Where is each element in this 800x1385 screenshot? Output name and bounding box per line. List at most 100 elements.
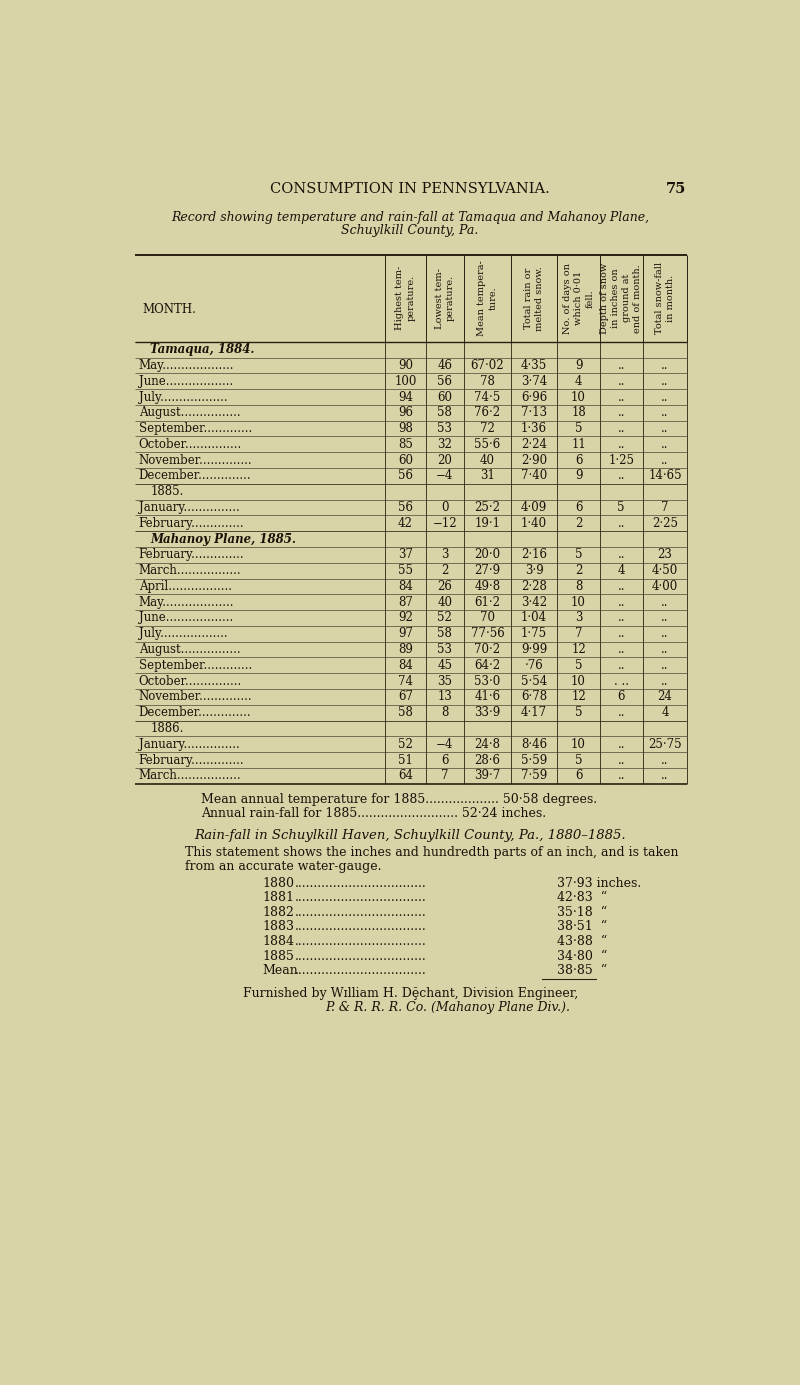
Text: ..................................: .................................. bbox=[295, 921, 427, 933]
Text: 70: 70 bbox=[480, 612, 495, 625]
Text: ..: .. bbox=[618, 706, 625, 719]
Text: 42: 42 bbox=[398, 517, 413, 530]
Text: ..: .. bbox=[618, 406, 625, 420]
Text: 20·0: 20·0 bbox=[474, 548, 501, 561]
Text: 6·78: 6·78 bbox=[521, 691, 547, 704]
Text: Annual rain-fall for 1885.......................... 52·24 inches.: Annual rain-fall for 1885...............… bbox=[201, 807, 546, 820]
Text: Schuylkill County, Pa.: Schuylkill County, Pa. bbox=[342, 223, 478, 237]
Text: 4·09: 4·09 bbox=[521, 501, 547, 514]
Text: 27·9: 27·9 bbox=[474, 564, 501, 578]
Text: 60: 60 bbox=[398, 454, 413, 467]
Text: 53: 53 bbox=[438, 422, 452, 435]
Text: Furnished by Wɪlliam H. Dḝchant, Division Engineer,: Furnished by Wɪlliam H. Dḝchant, Divisio… bbox=[243, 986, 578, 1000]
Text: 25·2: 25·2 bbox=[474, 501, 501, 514]
Text: 31: 31 bbox=[480, 470, 495, 482]
Text: 2·25: 2·25 bbox=[652, 517, 678, 530]
Text: 1883: 1883 bbox=[262, 921, 294, 933]
Text: 18: 18 bbox=[571, 406, 586, 420]
Text: December..............: December.............. bbox=[138, 706, 251, 719]
Text: ·76: ·76 bbox=[525, 659, 543, 672]
Text: June..................: June.................. bbox=[138, 375, 233, 388]
Text: 61·2: 61·2 bbox=[474, 596, 501, 609]
Text: January...............: January............... bbox=[138, 738, 239, 751]
Text: ..: .. bbox=[662, 375, 669, 388]
Text: ..: .. bbox=[618, 375, 625, 388]
Text: 45: 45 bbox=[438, 659, 452, 672]
Text: P. & R. R. R. Co. (Mahanoy Plane Div.).: P. & R. R. R. Co. (Mahanoy Plane Div.). bbox=[325, 1000, 570, 1014]
Text: ..: .. bbox=[618, 596, 625, 609]
Text: February..............: February.............. bbox=[138, 517, 244, 530]
Text: 4: 4 bbox=[618, 564, 625, 578]
Text: 33·9: 33·9 bbox=[474, 706, 501, 719]
Text: 13: 13 bbox=[438, 691, 452, 704]
Text: March.................: March................. bbox=[138, 564, 242, 578]
Text: . ..: . .. bbox=[614, 674, 629, 687]
Text: ..: .. bbox=[662, 612, 669, 625]
Text: 100: 100 bbox=[394, 375, 417, 388]
Text: June..................: June.................. bbox=[138, 612, 233, 625]
Text: 3: 3 bbox=[441, 548, 449, 561]
Text: 8·46: 8·46 bbox=[521, 738, 547, 751]
Text: 10: 10 bbox=[571, 738, 586, 751]
Text: 6: 6 bbox=[441, 753, 449, 766]
Text: 32: 32 bbox=[438, 438, 452, 452]
Text: 24: 24 bbox=[658, 691, 673, 704]
Text: 1·36: 1·36 bbox=[521, 422, 547, 435]
Text: ..: .. bbox=[618, 548, 625, 561]
Text: 51: 51 bbox=[398, 753, 413, 766]
Text: 85: 85 bbox=[398, 438, 413, 452]
Text: 41·6: 41·6 bbox=[474, 691, 501, 704]
Text: 5·54: 5·54 bbox=[521, 674, 547, 687]
Text: 1·40: 1·40 bbox=[521, 517, 547, 530]
Text: Depth of snow
in inches on
ground at
end of month.: Depth of snow in inches on ground at end… bbox=[600, 263, 642, 334]
Text: 3: 3 bbox=[575, 612, 582, 625]
Text: 1·04: 1·04 bbox=[521, 612, 547, 625]
Text: Rain-fall in Schuylkill Haven, Schuylkill County, Pa., 1880–1885.: Rain-fall in Schuylkill Haven, Schuylkil… bbox=[194, 828, 626, 842]
Text: 2: 2 bbox=[441, 564, 449, 578]
Text: ..: .. bbox=[618, 517, 625, 530]
Text: 2: 2 bbox=[575, 517, 582, 530]
Text: This statement shows the inches and hundredth parts of an inch, and is taken: This statement shows the inches and hund… bbox=[186, 846, 678, 859]
Text: 5: 5 bbox=[575, 548, 582, 561]
Text: January...............: January............... bbox=[138, 501, 239, 514]
Text: 42·83  “: 42·83 “ bbox=[558, 891, 607, 904]
Text: 9: 9 bbox=[575, 470, 582, 482]
Text: 58: 58 bbox=[398, 706, 413, 719]
Text: Lowest tem-
perature.: Lowest tem- perature. bbox=[435, 267, 455, 328]
Text: 77·56: 77·56 bbox=[470, 627, 504, 640]
Text: Total rain or
melted snow.: Total rain or melted snow. bbox=[524, 266, 544, 331]
Text: ..................................: .................................. bbox=[295, 935, 427, 949]
Text: September.............: September............. bbox=[138, 422, 252, 435]
Text: ..: .. bbox=[662, 643, 669, 656]
Text: May...................: May................... bbox=[138, 359, 234, 373]
Text: 9·99: 9·99 bbox=[521, 643, 547, 656]
Text: December..............: December.............. bbox=[138, 470, 251, 482]
Text: −4: −4 bbox=[436, 470, 454, 482]
Text: 5: 5 bbox=[575, 659, 582, 672]
Text: 35: 35 bbox=[438, 674, 452, 687]
Text: 39·7: 39·7 bbox=[474, 769, 501, 783]
Text: 87: 87 bbox=[398, 596, 413, 609]
Text: May...................: May................... bbox=[138, 596, 234, 609]
Text: October...............: October............... bbox=[138, 674, 242, 687]
Text: ..: .. bbox=[662, 769, 669, 783]
Text: ..................................: .................................. bbox=[295, 950, 427, 963]
Text: 5: 5 bbox=[575, 706, 582, 719]
Text: ..: .. bbox=[662, 359, 669, 373]
Text: ..: .. bbox=[662, 627, 669, 640]
Text: 3·9: 3·9 bbox=[525, 564, 543, 578]
Text: 58: 58 bbox=[438, 406, 452, 420]
Text: July..................: July.................. bbox=[138, 391, 227, 403]
Text: ..: .. bbox=[618, 738, 625, 751]
Text: 1·75: 1·75 bbox=[521, 627, 547, 640]
Text: ..: .. bbox=[618, 769, 625, 783]
Text: February..............: February.............. bbox=[138, 548, 244, 561]
Text: 43·88  “: 43·88 “ bbox=[558, 935, 607, 949]
Text: 98: 98 bbox=[398, 422, 413, 435]
Text: 2·16: 2·16 bbox=[521, 548, 547, 561]
Text: 67·02: 67·02 bbox=[470, 359, 504, 373]
Text: ..: .. bbox=[662, 596, 669, 609]
Text: ..: .. bbox=[618, 470, 625, 482]
Text: 6: 6 bbox=[575, 769, 582, 783]
Text: 6: 6 bbox=[575, 501, 582, 514]
